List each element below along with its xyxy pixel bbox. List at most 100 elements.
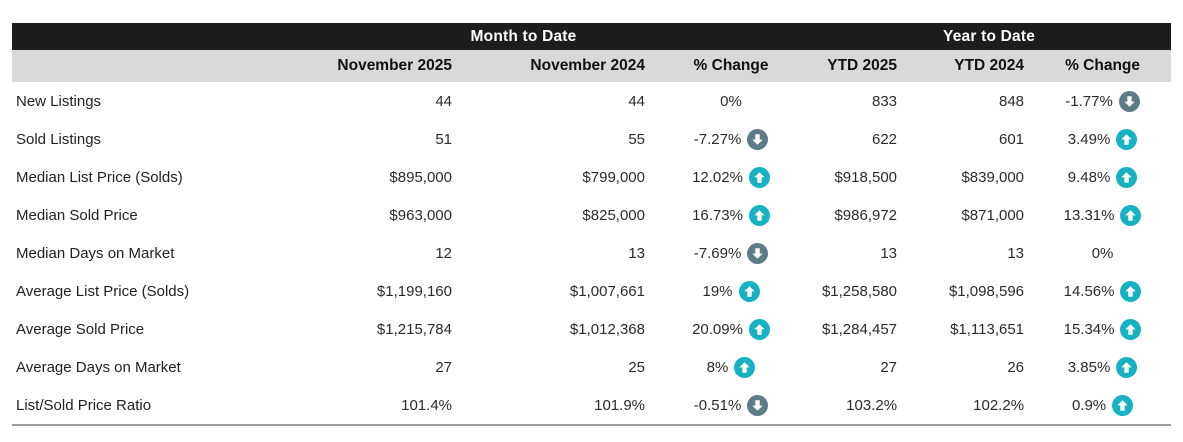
up-arrow-icon xyxy=(738,280,760,302)
table-row: Median Days on Market 12 13 -7.69% 13 13… xyxy=(12,234,1172,272)
mtd-current-value: $1,199,160 xyxy=(240,272,462,310)
col-header-ytd-2025: YTD 2025 xyxy=(807,50,908,82)
mtd-change-value: 8% xyxy=(706,358,729,376)
mtd-change-cell: 0% xyxy=(655,82,808,120)
up-arrow-icon xyxy=(1120,204,1142,226)
ytd-previous-value: 601 xyxy=(907,120,1035,158)
table-row: New Listings 44 44 0% 833 848 -1.77% xyxy=(12,82,1172,120)
mtd-change-value: 20.09% xyxy=(692,320,743,338)
metric-label: New Listings xyxy=(12,82,240,120)
mtd-change-cell: 20.09% xyxy=(655,310,808,348)
up-arrow-icon xyxy=(1116,356,1138,378)
table-row: Average Sold Price $1,215,784 $1,012,368… xyxy=(12,310,1172,348)
metric-label: Average List Price (Solds) xyxy=(12,272,240,310)
ytd-change-value: 0.9% xyxy=(1071,396,1107,414)
ytd-change-value: 15.34% xyxy=(1063,320,1115,338)
col-header-ytd-percent-change: % Change xyxy=(1034,50,1172,82)
table-row: Median List Price (Solds) $895,000 $799,… xyxy=(12,158,1172,196)
up-arrow-icon xyxy=(734,356,756,378)
col-header-november-2025: November 2025 xyxy=(240,50,462,82)
mtd-change-cell: -0.51% xyxy=(655,386,808,425)
ytd-change-value: 0% xyxy=(1091,244,1114,262)
up-arrow-icon xyxy=(748,166,770,188)
metric-label: List/Sold Price Ratio xyxy=(12,386,240,425)
ytd-current-value: 13 xyxy=(807,234,908,272)
mtd-current-value: $895,000 xyxy=(240,158,462,196)
table-row: Median Sold Price $963,000 $825,000 16.7… xyxy=(12,196,1172,234)
ytd-change-cell: 3.85% xyxy=(1034,348,1172,386)
mtd-change-cell: 12.02% xyxy=(655,158,808,196)
up-arrow-icon xyxy=(1120,318,1142,340)
metric-label: Average Sold Price xyxy=(12,310,240,348)
col-header-november-2024: November 2024 xyxy=(462,50,655,82)
down-arrow-icon xyxy=(747,394,769,416)
ytd-current-value: 833 xyxy=(807,82,908,120)
mtd-previous-value: $1,012,368 xyxy=(462,310,655,348)
mtd-current-value: 27 xyxy=(240,348,462,386)
mtd-current-value: 101.4% xyxy=(240,386,462,425)
down-arrow-icon xyxy=(1118,90,1140,112)
ytd-change-cell: 0% xyxy=(1034,234,1172,272)
ytd-current-value: $1,258,580 xyxy=(807,272,908,310)
mtd-change-cell: -7.69% xyxy=(655,234,808,272)
table-body: New Listings 44 44 0% 833 848 -1.77% Sol… xyxy=(12,82,1172,425)
ytd-change-value: -1.77% xyxy=(1065,92,1113,110)
up-arrow-icon xyxy=(748,204,770,226)
mtd-change-cell: 16.73% xyxy=(655,196,808,234)
ytd-change-cell: -1.77% xyxy=(1034,82,1172,120)
ytd-change-cell: 3.49% xyxy=(1034,120,1172,158)
mtd-previous-value: $799,000 xyxy=(462,158,655,196)
group-header-spacer xyxy=(12,23,240,50)
ytd-change-cell: 14.56% xyxy=(1034,272,1172,310)
mtd-change-value: 19% xyxy=(702,282,733,300)
ytd-change-value: 3.85% xyxy=(1067,358,1111,376)
mtd-previous-value: 101.9% xyxy=(462,386,655,425)
up-arrow-icon xyxy=(1116,166,1138,188)
ytd-change-value: 14.56% xyxy=(1063,282,1115,300)
group-header-month-to-date: Month to Date xyxy=(240,23,808,50)
ytd-previous-value: $839,000 xyxy=(907,158,1035,196)
ytd-current-value: $918,500 xyxy=(807,158,908,196)
mtd-current-value: 44 xyxy=(240,82,462,120)
mtd-change-value: 16.73% xyxy=(692,206,743,224)
ytd-current-value: 27 xyxy=(807,348,908,386)
col-header-mtd-percent-change: % Change xyxy=(655,50,808,82)
ytd-current-value: $1,284,457 xyxy=(807,310,908,348)
ytd-previous-value: 26 xyxy=(907,348,1035,386)
ytd-previous-value: $1,113,651 xyxy=(907,310,1035,348)
up-arrow-icon xyxy=(1112,394,1134,416)
metric-label: Average Days on Market xyxy=(12,348,240,386)
mtd-change-value: -0.51% xyxy=(693,396,742,414)
group-header-row: Month to Date Year to Date xyxy=(12,23,1172,50)
up-arrow-icon xyxy=(1116,128,1138,150)
table-row: Average List Price (Solds) $1,199,160 $1… xyxy=(12,272,1172,310)
up-arrow-icon xyxy=(1120,280,1142,302)
down-arrow-icon xyxy=(747,128,769,150)
mtd-previous-value: $1,007,661 xyxy=(462,272,655,310)
mtd-change-cell: -7.27% xyxy=(655,120,808,158)
table-row: Average Days on Market 27 25 8% 27 26 3.… xyxy=(12,348,1172,386)
up-arrow-icon xyxy=(748,318,770,340)
ytd-previous-value: 848 xyxy=(907,82,1035,120)
ytd-change-cell: 15.34% xyxy=(1034,310,1172,348)
mtd-previous-value: 55 xyxy=(462,120,655,158)
ytd-previous-value: $1,098,596 xyxy=(907,272,1035,310)
ytd-change-cell: 0.9% xyxy=(1034,386,1172,425)
col-header-ytd-2024: YTD 2024 xyxy=(907,50,1035,82)
mtd-previous-value: $825,000 xyxy=(462,196,655,234)
ytd-change-cell: 13.31% xyxy=(1034,196,1172,234)
ytd-previous-value: 13 xyxy=(907,234,1035,272)
mtd-change-value: -7.27% xyxy=(693,130,742,148)
ytd-change-value: 9.48% xyxy=(1067,168,1111,186)
mtd-current-value: $963,000 xyxy=(240,196,462,234)
mtd-current-value: 12 xyxy=(240,234,462,272)
metric-label: Median Days on Market xyxy=(12,234,240,272)
ytd-change-cell: 9.48% xyxy=(1034,158,1172,196)
mtd-previous-value: 13 xyxy=(462,234,655,272)
ytd-current-value: 103.2% xyxy=(807,386,908,425)
column-header-row: November 2025 November 2024 % Change YTD… xyxy=(12,50,1172,82)
metric-label: Sold Listings xyxy=(12,120,240,158)
metric-label: Median Sold Price xyxy=(12,196,240,234)
ytd-previous-value: $871,000 xyxy=(907,196,1035,234)
ytd-current-value: 622 xyxy=(807,120,908,158)
